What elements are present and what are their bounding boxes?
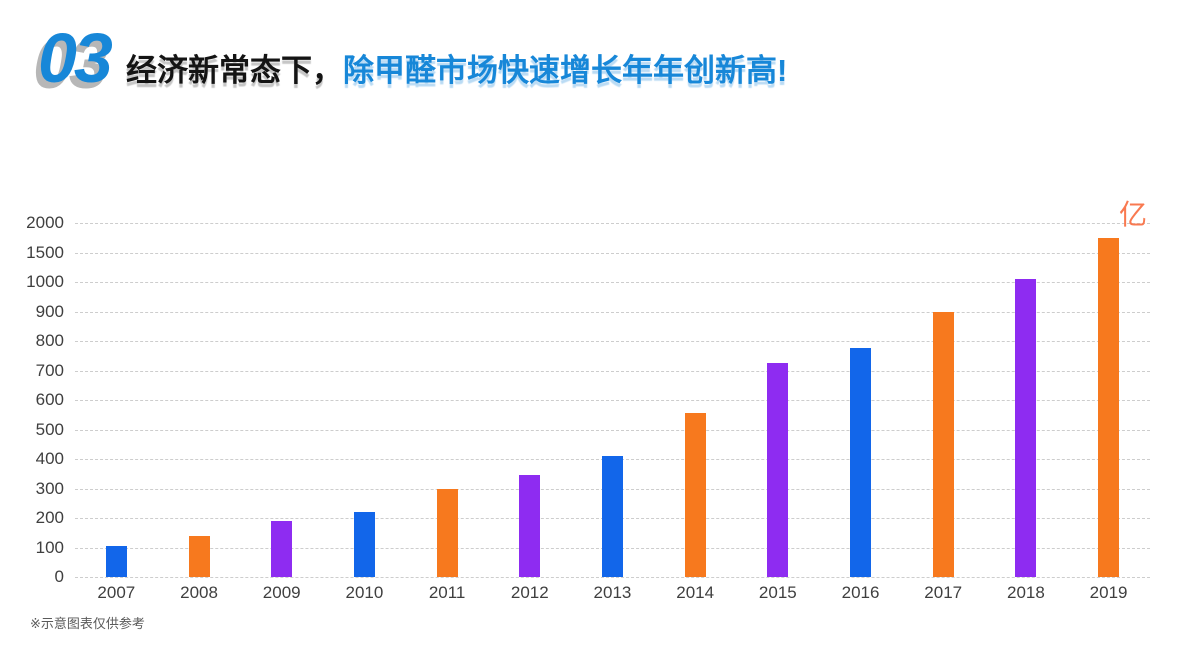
gridline-900 [75,311,1150,313]
y-tick-label-1500: 1500 [26,242,64,262]
y-tick-label-1000: 1000 [26,272,64,291]
bar-2019 [1098,237,1120,577]
y-tick-label-400: 400 [35,449,64,468]
y-tick-label-500: 500 [35,419,64,439]
page-title-black-part: 经济新常态下， [126,53,343,88]
bar-2013 [602,456,623,577]
bar-2009 [271,520,293,577]
gridline-0 [75,577,1150,578]
x-tick-label-2014: 2014 [676,583,715,602]
y-tick-label-200: 200 [35,508,64,527]
bar-2012 [519,475,541,577]
section-number: 03 [38,19,113,97]
gridline-2000 [75,223,1150,224]
bar-2018 [1015,279,1037,577]
x-tick-label-2019: 2019 [1089,583,1128,602]
bar-2011 [436,488,458,577]
y-tick-label-100: 100 [35,537,64,557]
bar-2016 [850,348,872,577]
y-tick-label-0: 0 [54,567,64,586]
gridline-700 [75,370,1150,372]
bar-2015 [767,363,789,577]
x-axis-labels: 2007 2008 2009 2010 2011 2012 2013 2014 2015 2016… [75,583,1150,603]
footnote-disclaimer: ※示意图表仅供参考 [30,616,145,631]
y-tick-label-2000: 2000 [26,213,64,232]
page-title: 经济新常态下，除甲醛市场快速增长年年创新高! [126,50,787,92]
bar-chart-plot-area [75,223,1150,578]
x-tick-label-2012: 2012 [510,583,549,602]
x-tick-label-2016: 2016 [841,583,880,602]
y-tick-label-900: 900 [35,301,64,321]
gridline-1000 [75,282,1150,283]
x-tick-label-2007: 2007 [97,583,136,602]
bar-2014 [684,413,706,577]
x-tick-label-2010: 2010 [345,583,384,602]
x-tick-label-2018: 2018 [1006,583,1045,602]
bar-2007 [105,546,127,577]
bar-2010 [353,512,375,577]
page-title-blue-part: 除甲醛市场快速增长年年创新高! [343,53,788,88]
axis-unit-label: 亿 [1119,199,1148,230]
y-tick-label-800: 800 [35,331,64,350]
x-tick-label-2011: 2011 [428,583,466,602]
x-tick-label-2017: 2017 [924,583,963,602]
y-tick-label-700: 700 [35,360,64,380]
x-tick-label-2015: 2015 [758,583,797,602]
bar-2017 [932,311,954,577]
x-tick-label-2009: 2009 [262,583,301,602]
gridline-500 [75,429,1150,431]
y-tick-label-300: 300 [35,478,64,498]
gridline-600 [75,400,1150,401]
y-tick-label-600: 600 [35,390,64,409]
bar-2008 [188,535,210,577]
y-axis-labels: 0 100 200 300 400 500 600 700 800 900 1000 1500 2000 [0,214,64,586]
gridline-800 [75,341,1150,342]
x-tick-label-2013: 2013 [593,583,632,602]
gridline-1500 [75,252,1150,254]
x-tick-label-2008: 2008 [180,583,218,602]
